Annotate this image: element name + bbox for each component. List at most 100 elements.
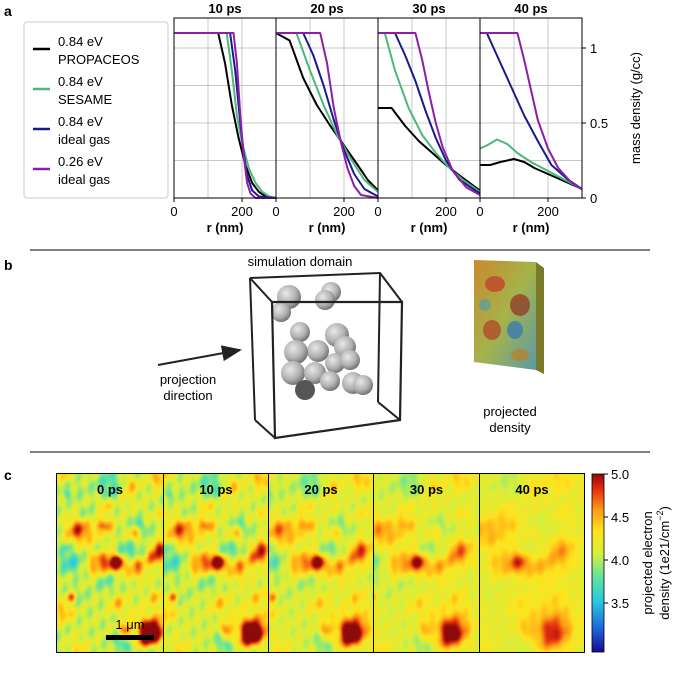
chart-title: 40 ps xyxy=(514,1,547,16)
scale-bar-label: 1 μm xyxy=(115,617,145,632)
colorbar-label: projected electron density (1e21/cm−2) xyxy=(640,506,672,620)
x-tick-label: 0 xyxy=(272,204,279,219)
series-line xyxy=(378,32,481,196)
map-time-label: 10 ps xyxy=(199,482,233,497)
x-tick-label: 0 xyxy=(170,204,177,219)
y-tick-label: 0.5 xyxy=(590,116,608,131)
legend-energy: 0.84 eV xyxy=(58,114,103,129)
legend-entry-ideal-gas-026: 0.26 eV ideal gas xyxy=(33,154,111,187)
density-map-10ps: 10 ps xyxy=(163,473,269,653)
scale-bar xyxy=(106,635,154,640)
simulation-domain-cube xyxy=(249,271,404,440)
colorbar-tick-label: 4.0 xyxy=(611,553,629,568)
panel-a-label: a xyxy=(4,3,12,19)
x-tick-label: 0 xyxy=(374,204,381,219)
colorbar-ticks: 5.0 4.5 4.0 3.5 xyxy=(604,467,629,611)
density-texture xyxy=(269,474,373,652)
particle-cluster xyxy=(271,282,373,400)
series-line xyxy=(276,32,379,199)
cube-edge xyxy=(377,272,381,403)
legend-energy: 0.84 eV xyxy=(58,34,103,49)
series-line xyxy=(378,32,481,195)
legend-entry-propaceos: 0.84 eV PROPACEOS xyxy=(33,34,140,67)
map-time-label: 40 ps xyxy=(515,482,549,497)
colorbar-tick-label: 4.5 xyxy=(611,510,629,525)
colorbar xyxy=(591,473,605,653)
cube-edge xyxy=(377,401,401,421)
density-map-20ps: 20 ps xyxy=(268,473,374,653)
panel-c-label: c xyxy=(4,467,12,483)
cube-edge xyxy=(254,419,276,439)
projection-arrow xyxy=(157,345,242,366)
legend-model: ideal gas xyxy=(58,132,111,147)
density-map-40ps: 40 ps xyxy=(479,473,585,653)
legend-model: SESAME xyxy=(58,92,113,107)
series-line xyxy=(480,32,583,190)
x-tick-label: 200 xyxy=(537,204,559,219)
x-axis-label: r (nm) xyxy=(207,220,244,235)
density-map-0ps: 0 ps xyxy=(56,473,164,653)
series-line xyxy=(275,32,379,192)
series-line xyxy=(378,32,481,193)
chart-title: 30 ps xyxy=(412,1,445,16)
legend-entry-sesame: 0.84 eV SESAME xyxy=(33,74,113,107)
chart-title: 10 ps xyxy=(208,1,241,16)
density-texture xyxy=(480,474,584,652)
legend-entry-ideal-gas-084: 0.84 eV ideal gas xyxy=(33,114,111,147)
x-tick-label: 200 xyxy=(435,204,457,219)
series-line xyxy=(174,32,277,199)
series-line xyxy=(276,32,379,193)
density-texture xyxy=(164,474,268,652)
x-axis-label: r (nm) xyxy=(309,220,346,235)
axes-frame xyxy=(173,17,277,199)
colorbar-tick-label: 3.5 xyxy=(611,596,629,611)
x-tick-label: 200 xyxy=(231,204,253,219)
projection-label-2: direction xyxy=(163,388,212,403)
series-line xyxy=(479,138,583,190)
projection-label-1: projection xyxy=(160,372,216,387)
map-time-label: 30 ps xyxy=(409,482,444,497)
y-tick-label: 0 xyxy=(590,191,597,206)
legend-energy: 0.26 eV xyxy=(58,154,103,169)
density-texture xyxy=(374,474,479,652)
series-line xyxy=(480,158,583,190)
projected-density-slab xyxy=(474,260,544,374)
x-tick-label: 0 xyxy=(476,204,483,219)
projected-label-1: projected xyxy=(483,404,536,419)
map-time-label: 20 ps xyxy=(304,482,338,497)
series-line xyxy=(174,32,277,199)
legend-model: PROPACEOS xyxy=(58,52,140,67)
chart-title: 20 ps xyxy=(310,1,343,16)
cube-edge xyxy=(249,277,256,421)
density-map-30ps: 30 ps xyxy=(373,473,480,653)
series-line xyxy=(276,32,379,198)
x-tick-label: 200 xyxy=(333,204,355,219)
series-line xyxy=(174,32,276,199)
x-axis-label: r (nm) xyxy=(411,220,448,235)
projected-label-2: density xyxy=(489,420,531,435)
legend-energy: 0.84 eV xyxy=(58,74,103,89)
colorbar-tick-label: 5.0 xyxy=(611,467,629,482)
series-line xyxy=(174,32,277,199)
series-line xyxy=(480,32,583,190)
y-axis-label: mass density (g/cc) xyxy=(628,52,643,164)
map-time-label: 0 ps xyxy=(96,482,123,497)
legend-box xyxy=(23,21,169,199)
axes-frame xyxy=(479,17,583,199)
density-texture xyxy=(57,474,163,652)
y-tick-label: 1 xyxy=(590,41,597,56)
x-axis-label: r (nm) xyxy=(513,220,550,235)
colorbar-label-line2: density (1e21/cm−2) xyxy=(655,506,672,620)
legend-model: ideal gas xyxy=(58,172,111,187)
panel-b-label: b xyxy=(4,257,13,273)
cube-edge xyxy=(249,277,273,303)
axes-frame xyxy=(377,17,481,199)
colorbar-label-line1: projected electron xyxy=(640,511,655,614)
domain-label: simulation domain xyxy=(248,254,353,269)
